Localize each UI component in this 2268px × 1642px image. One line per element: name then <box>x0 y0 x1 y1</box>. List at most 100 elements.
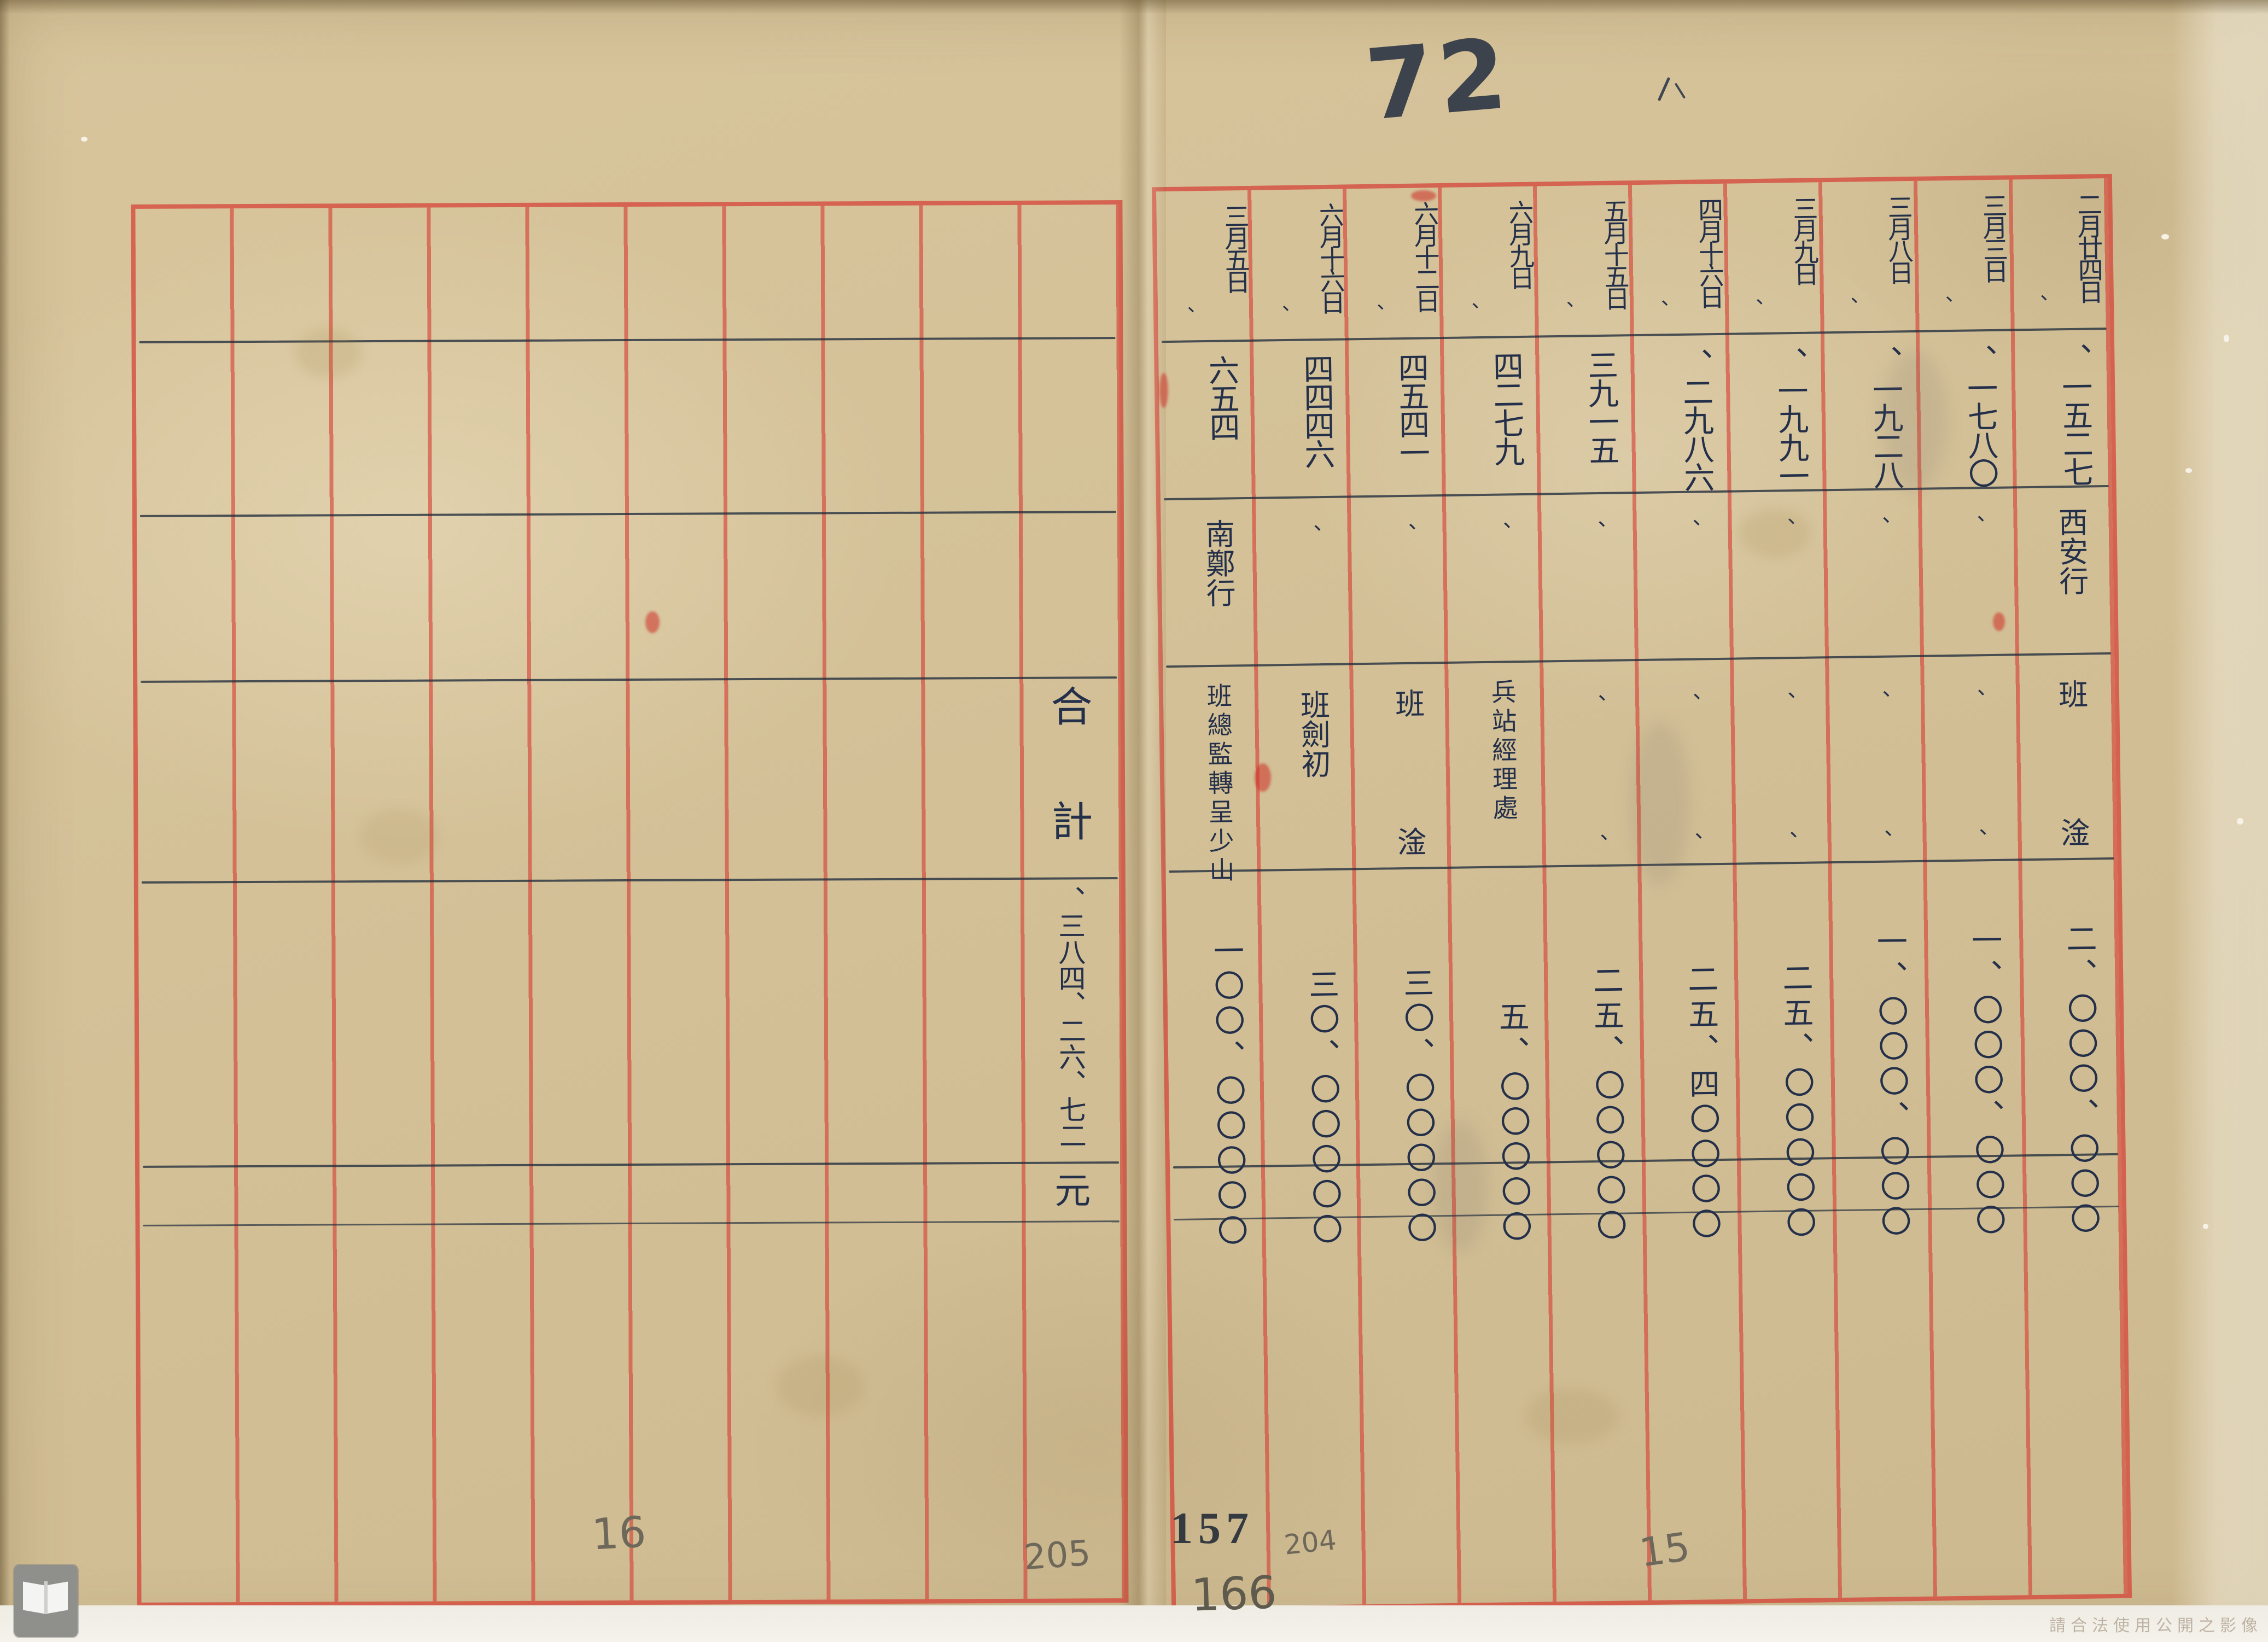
ink-blot <box>1411 190 1436 201</box>
right-page-columns: 、 二月廿四日 、一五二七 西安行 班 淦 二、〇〇〇、〇〇〇 、 三月三日 、… <box>1156 178 2108 1250</box>
entry-destination: 、 <box>1297 524 1321 545</box>
scanner-strip <box>0 1605 2268 1642</box>
entry-payee-2: 、 <box>1583 833 1607 855</box>
ink-blot <box>1993 612 2005 631</box>
rule-line <box>139 511 1116 517</box>
entry-amount: 三〇、〇〇〇〇〇 <box>1304 968 1342 1249</box>
entry-check-tick: 、 <box>1456 302 1479 322</box>
entry-payee: 、 <box>1582 693 1605 715</box>
paper-chip <box>2224 335 2229 342</box>
entry-destination: 、 <box>1676 518 1700 540</box>
entry-check-tick: 、 <box>1172 306 1195 326</box>
paper-left-edge <box>0 0 10 1642</box>
watermark: 請合法使用公開之影像 <box>2049 1617 2263 1635</box>
paper-chip <box>2203 1224 2208 1229</box>
entry-date: 六月十六日 <box>1315 202 1345 312</box>
paper-top-edge <box>0 0 2268 14</box>
entry-payee-2: 、 <box>1962 828 1986 849</box>
paper-chip <box>2161 234 2169 239</box>
entry-date: 六月九日 <box>1505 199 1535 288</box>
entry-payee: 班總監轉呈少山 <box>1203 682 1234 886</box>
bleed-through <box>1433 1121 1488 1252</box>
entry-destination: 、 <box>1581 519 1605 541</box>
paper-chip <box>2237 818 2243 825</box>
page-number-16: 16 <box>590 1507 648 1560</box>
entry-check-tick: 、 <box>1267 304 1290 325</box>
bleed-through <box>1630 722 1690 886</box>
entry-check-tick: 、 <box>1741 297 1763 318</box>
entry-check-tick: 、 <box>1646 299 1669 319</box>
entry-destination: 西安行 <box>2053 506 2088 596</box>
ledger-column: 、 六月十二日 四五四一 、 班 淦 三〇、〇〇〇〇〇 <box>1350 188 1465 1604</box>
left-page: 合 計 、三八四、二六、七二 元 <box>131 200 1129 1607</box>
entry-date: 三月八日 <box>1884 194 1914 282</box>
entry-payee: 、 <box>1771 691 1795 712</box>
stain <box>1526 1389 1619 1444</box>
ledger-column: 、 六月十六日 四四四六 、 班劍初 三〇、〇〇〇〇〇 <box>1255 189 1370 1605</box>
grand-total-label-ji: 計 <box>1045 799 1091 842</box>
book-icon <box>23 1581 45 1614</box>
right-page: 、 二月廿四日 、一五二七 西安行 班 淦 二、〇〇〇、〇〇〇 、 三月三日 、… <box>1151 173 2132 1612</box>
stain <box>295 328 361 377</box>
entry-amount: 三〇、〇〇〇〇〇 <box>1398 967 1437 1248</box>
grand-total-label-he: 合 <box>1044 685 1091 727</box>
entry-payee-2: 淦 <box>2055 817 2089 848</box>
rule-line <box>143 1220 1120 1226</box>
entry-payee: 班 <box>1390 688 1424 718</box>
pen-mark <box>1657 77 1671 102</box>
entry-date: 五月十五日 <box>1600 198 1630 308</box>
entry-check-tick: 、 <box>1835 296 1858 317</box>
entry-serial: 、一七八〇 <box>1962 343 1998 487</box>
entry-serial: 、一五二七 <box>2056 342 2093 486</box>
ledger-column: 、 四月十六日 、二九八六 、 、 、 二五、四〇〇〇〇 <box>1634 184 1749 1600</box>
entry-date: 四月十六日 <box>1694 196 1724 307</box>
entry-destination: 、 <box>1486 521 1510 542</box>
stain <box>361 809 438 864</box>
rule-line <box>141 676 1117 683</box>
handwritten-page-mark: 72 <box>1361 16 1515 143</box>
entry-amount: 一〇〇、〇〇〇〇〇 <box>1209 934 1247 1251</box>
entry-payee: 、 <box>1961 688 1984 710</box>
entry-serial: 三九一五 <box>1583 349 1619 464</box>
ink-blot <box>1255 763 1271 792</box>
entry-amount: 二五、〇〇〇〇〇 <box>1777 961 1816 1242</box>
paper-chip <box>81 137 88 142</box>
entry-payee: 、 <box>1865 689 1890 711</box>
entry-amount: 一、〇〇〇、〇〇〇 <box>1871 925 1911 1241</box>
entry-amount: 二、〇〇〇、〇〇〇 <box>2061 922 2100 1238</box>
entry-date: 六月十二日 <box>1410 201 1440 311</box>
page-number-15: 15 <box>1636 1523 1693 1576</box>
ink-blot <box>645 611 660 633</box>
entry-serial: 四五四一 <box>1393 352 1429 466</box>
entry-date: 三月五日 <box>1221 203 1250 291</box>
entry-payee-2: 、 <box>1773 831 1797 852</box>
entry-destination: 南鄭行 <box>1200 518 1235 608</box>
page-number-205: 205 <box>1022 1533 1092 1579</box>
entry-amount: 一、〇〇〇、〇〇〇 <box>1967 924 2005 1240</box>
bleed-through <box>1881 350 1947 492</box>
paper-right-edge <box>2172 0 2268 1605</box>
book-icon <box>46 1581 68 1614</box>
rule-line <box>141 877 1118 884</box>
entry-check-tick: 、 <box>2025 294 2048 314</box>
entry-payee-2: 、 <box>1868 829 1892 851</box>
entry-destination: 、 <box>1392 522 1415 544</box>
entry-serial: 、一九九一 <box>1772 346 1809 489</box>
entry-payee: 兵站經理處 <box>1488 679 1518 824</box>
ledger-column: 、 三月九日 、一九九一 、 、 、 二五、〇〇〇〇〇 <box>1729 182 1844 1599</box>
entry-check-tick: 、 <box>1362 303 1384 324</box>
entry-check-tick: 、 <box>1930 295 1953 315</box>
ink-blot <box>1159 373 1168 408</box>
red-column-grid <box>135 204 1124 1603</box>
ledger-column: 、 三月五日 六五四 南鄭行 班總監轉呈少山 一〇〇、〇〇〇〇〇 <box>1161 190 1275 1607</box>
entry-serial: 六五四 <box>1204 354 1239 441</box>
entry-date: 三月九日 <box>1789 195 1819 284</box>
entry-date: 三月三日 <box>1979 192 2008 281</box>
page-fold-shadow <box>1119 0 1166 1605</box>
entry-date: 二月廿四日 <box>2073 191 2103 301</box>
ledger-column: 、 六月九日 四二七九 、 兵站經理處 五、〇〇〇〇〇 <box>1445 186 1560 1603</box>
page-number-204: 204 <box>1282 1524 1338 1561</box>
stain <box>1739 509 1810 558</box>
entry-destination: 、 <box>1865 516 1890 537</box>
entry-serial: 四二七九 <box>1488 350 1524 465</box>
